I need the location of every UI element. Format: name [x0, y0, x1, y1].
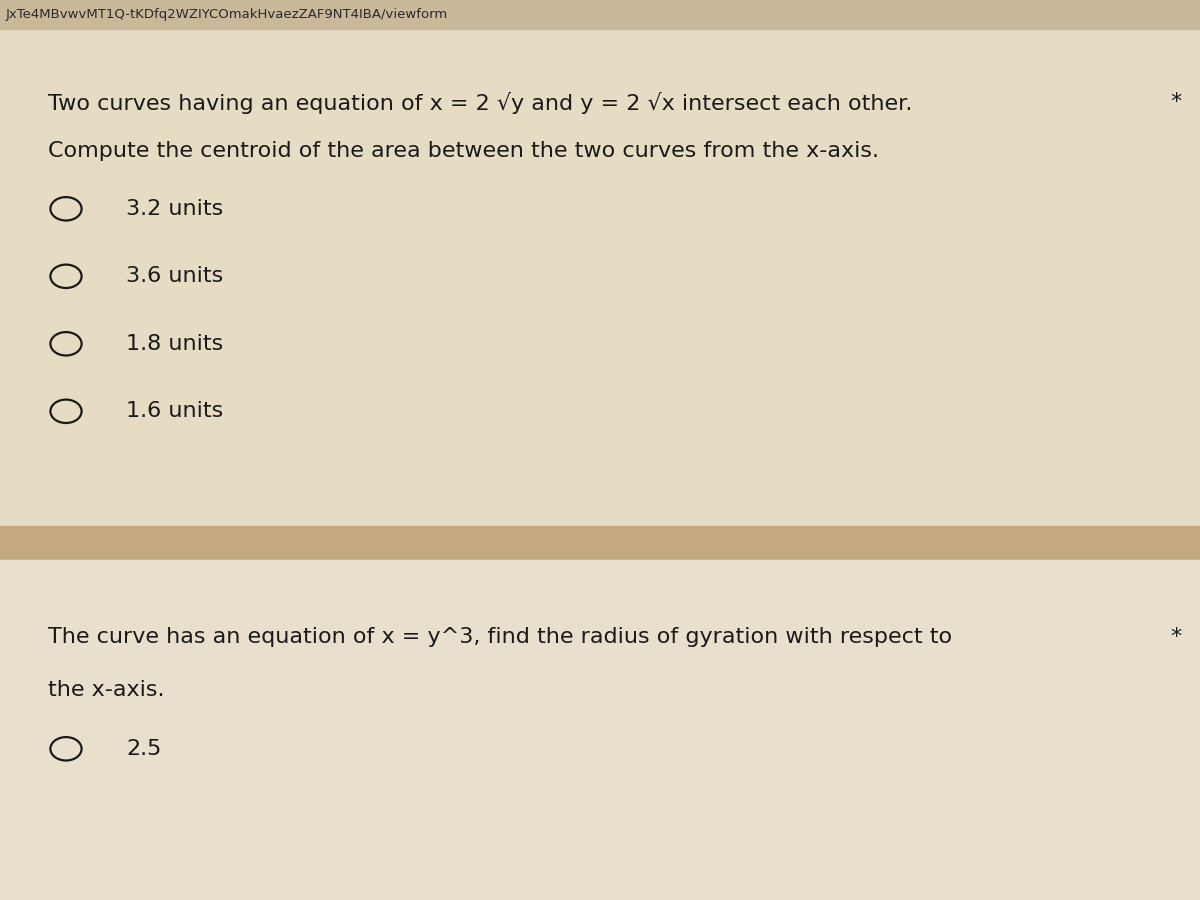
Bar	[0, 0, 1200, 29]
Text: Compute the centroid of the area between the two curves from the x-axis.: Compute the centroid of the area between…	[48, 141, 878, 161]
Bar	[0, 29, 1200, 526]
Text: 1.6 units: 1.6 units	[126, 401, 223, 421]
Text: 2.5: 2.5	[126, 739, 161, 759]
Text: 3.6 units: 3.6 units	[126, 266, 223, 286]
Text: *: *	[1170, 92, 1181, 112]
Text: The curve has an equation of x = y^3, find the radius of gyration with respect t: The curve has an equation of x = y^3, fi…	[48, 627, 952, 647]
Bar	[0, 560, 1200, 900]
Text: JxTe4MBvwvMT1Q-tKDfq2WZIYCOmakHvaezZAF9NT4IBA/viewform: JxTe4MBvwvMT1Q-tKDfq2WZIYCOmakHvaezZAF9N…	[6, 8, 449, 21]
Text: 1.8 units: 1.8 units	[126, 334, 223, 354]
Text: the x-axis.: the x-axis.	[48, 680, 164, 699]
Bar	[0, 526, 1200, 560]
Text: Two curves having an equation of x = 2 √y and y = 2 √x intersect each other.: Two curves having an equation of x = 2 √…	[48, 92, 912, 113]
Text: *: *	[1170, 627, 1181, 647]
Text: 3.2 units: 3.2 units	[126, 199, 223, 219]
